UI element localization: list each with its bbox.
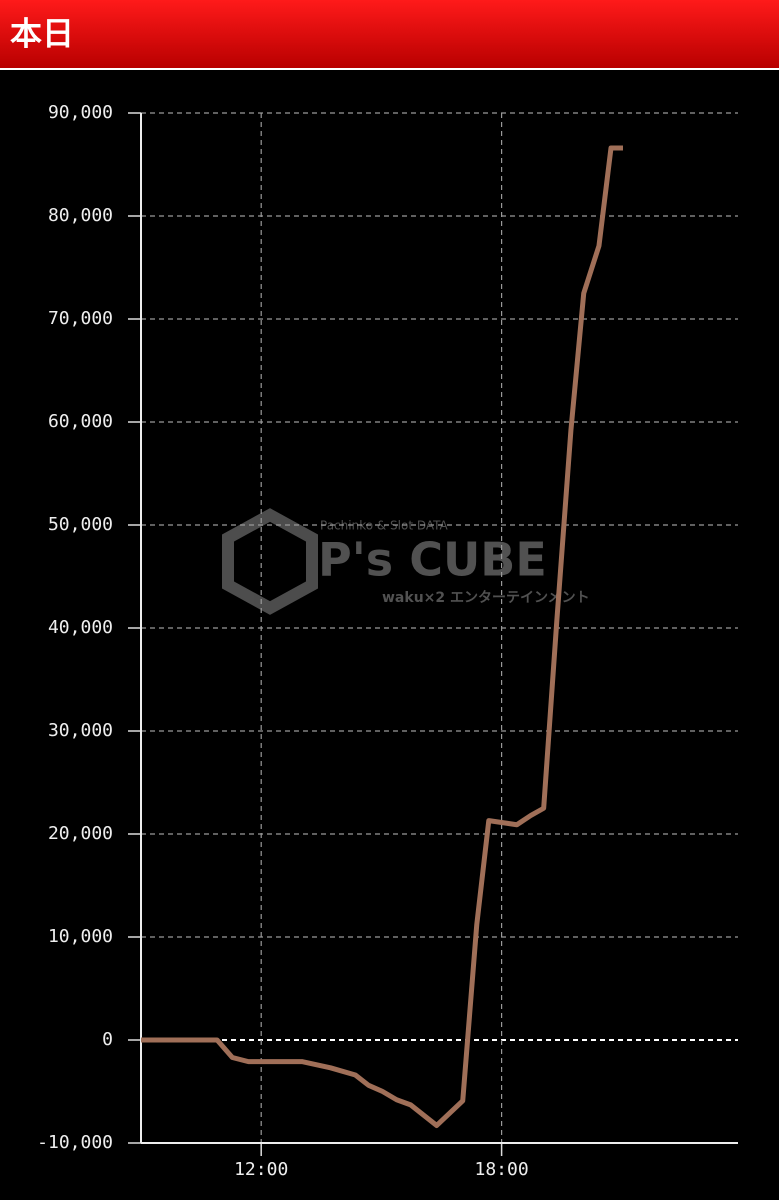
x-tick-label: 18:00 (475, 1159, 529, 1180)
y-tick-label: 30,000 (48, 720, 113, 741)
series-line (141, 145, 624, 1128)
y-tick-label: 70,000 (48, 308, 113, 329)
watermark-logo (222, 508, 318, 615)
y-tick-label: 0 (102, 1029, 113, 1050)
header-bar (0, 0, 779, 68)
x-tick-label: 12:00 (234, 1159, 288, 1180)
y-tick-label: 20,000 (48, 823, 113, 844)
y-tick-label: -10,000 (37, 1132, 113, 1153)
header-title: 本日 (10, 15, 74, 53)
y-tick-label: 90,000 (48, 102, 113, 123)
y-tick-label: 80,000 (48, 205, 113, 226)
y-tick-label: 50,000 (48, 514, 113, 535)
watermark-brand: P's CUBE (318, 533, 547, 587)
y-tick-label: 60,000 (48, 411, 113, 432)
y-tick-label: 40,000 (48, 617, 113, 638)
watermark-sub: waku×2 エンターテインメント (382, 590, 590, 606)
y-tick-label: 10,000 (48, 926, 113, 947)
watermark: Pachinko & Slot DATA P's CUBE waku×2 エンタ… (222, 508, 590, 615)
